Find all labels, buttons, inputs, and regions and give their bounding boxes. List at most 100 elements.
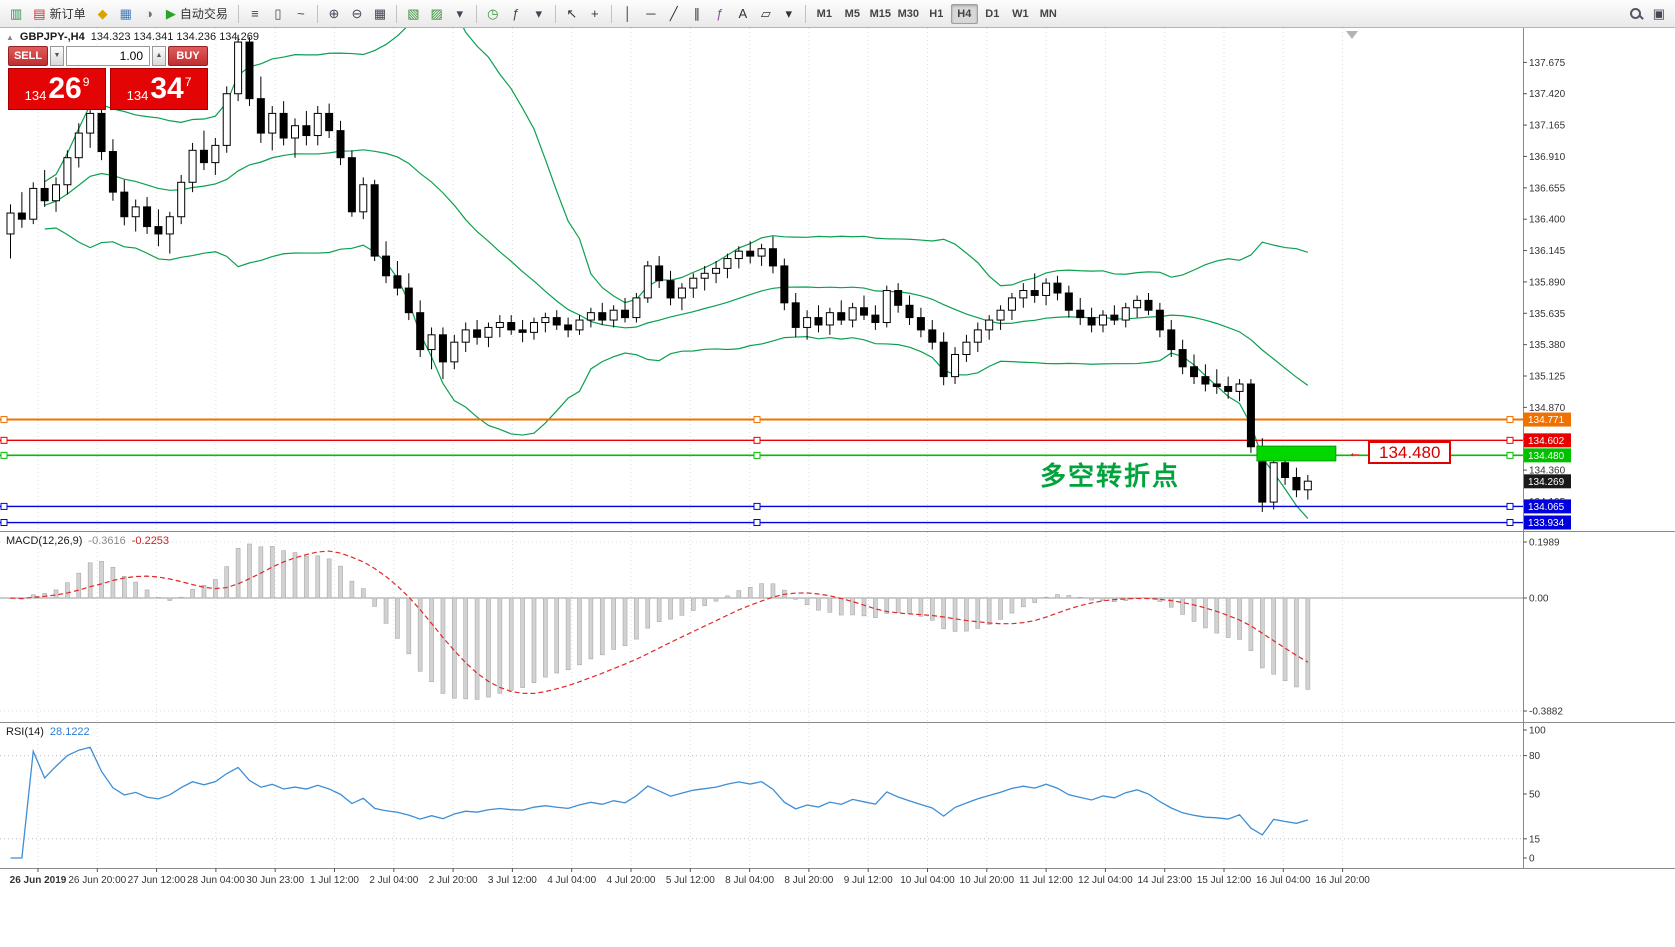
app-icon: ▥ [10, 6, 23, 21]
svg-text:8 Jul 20:00: 8 Jul 20:00 [784, 875, 833, 886]
volume-input[interactable] [66, 46, 150, 66]
vertical-line-button[interactable]: │ [617, 3, 639, 25]
crosshair-button[interactable]: + [584, 3, 606, 25]
timeframe-m30-button[interactable]: M30 [897, 7, 920, 20]
svg-text:-0.3882: -0.3882 [1529, 707, 1563, 718]
svg-text:134.771: 134.771 [1528, 415, 1565, 426]
svg-text:136.910: 136.910 [1529, 152, 1566, 163]
sell-price-box[interactable]: 134 26 9 [8, 68, 106, 110]
volume-increase-button[interactable]: ▲ [152, 46, 166, 66]
timeframe-h1-button[interactable]: H1 [929, 7, 944, 20]
auto-scroll-button[interactable]: ▧ [402, 3, 424, 25]
trendline-button[interactable]: ╱ [663, 3, 685, 25]
label-button[interactable]: ▱ [755, 3, 777, 25]
svg-text:30 Jun 23:00: 30 Jun 23:00 [246, 875, 304, 886]
bar-chart-button[interactable]: ≡ [244, 3, 266, 25]
buy-price-prefix: 134 [126, 87, 149, 103]
svg-text:12 Jul 04:00: 12 Jul 04:00 [1078, 875, 1133, 886]
objects-dropdown[interactable]: ▾ [528, 3, 550, 25]
horizontal-line-icon: ─ [646, 6, 656, 21]
indicators-dropdown[interactable]: ƒ [505, 3, 527, 25]
shapes-dropdown[interactable]: ▾ [778, 3, 800, 25]
chart-profiles-button[interactable]: ◆ [92, 3, 114, 25]
svg-text:135.125: 135.125 [1529, 372, 1566, 383]
chart-ohlc-values: 134.323 134.341 134.236 134.269 [90, 31, 259, 43]
svg-text:137.675: 137.675 [1529, 58, 1566, 69]
period-dropdown[interactable]: ◷ [482, 3, 504, 25]
fibonacci-button[interactable]: ƒ [709, 3, 731, 25]
sell-button[interactable]: SELL [8, 46, 48, 66]
timeframe-m15-button[interactable]: M15 [869, 7, 892, 20]
autotrading-button[interactable]: ▶ 自动交易 [161, 3, 233, 25]
data-window-button[interactable]: ◑ [138, 3, 160, 25]
new-order-button[interactable]: ▤ 新订单 [28, 3, 90, 25]
text-button[interactable]: A [732, 3, 754, 25]
svg-text:136.400: 136.400 [1529, 215, 1566, 226]
timeframe-mn-button[interactable]: MN [1039, 7, 1057, 20]
text-icon: A [738, 6, 748, 21]
chart-header: ▲ GBPJPY-,H4 134.323 134.341 134.236 134… [6, 31, 259, 43]
timeframe-h4-button[interactable]: H4 [950, 3, 978, 24]
vertical-line-icon: │ [623, 6, 632, 21]
svg-text:1 Jul 12:00: 1 Jul 12:00 [310, 875, 359, 886]
sell-price-sup: 9 [82, 75, 90, 89]
price-callout-label[interactable]: 134.480 [1368, 441, 1452, 464]
zoom-in-button[interactable]: ⊕ [323, 3, 345, 25]
channel-icon: ∥ [693, 6, 701, 21]
svg-text:133.934: 133.934 [1528, 518, 1565, 529]
templates-dropdown[interactable]: ▾ [449, 3, 471, 25]
zoom-out-button[interactable]: ⊖ [346, 3, 368, 25]
search-button[interactable] [1625, 3, 1647, 25]
svg-text:4 Jul 04:00: 4 Jul 04:00 [547, 875, 596, 886]
svg-text:136.655: 136.655 [1529, 183, 1566, 194]
svg-text:10 Jul 20:00: 10 Jul 20:00 [960, 875, 1015, 886]
templates-icon: ▾ [456, 6, 464, 21]
svg-text:135.380: 135.380 [1529, 340, 1566, 351]
tile-windows-icon: ▦ [373, 6, 387, 21]
svg-text:2 Jul 20:00: 2 Jul 20:00 [429, 875, 478, 886]
chart-shift-icon: ▨ [430, 6, 443, 21]
tile-windows-button[interactable]: ▦ [369, 3, 391, 25]
cursor-icon: ↖ [566, 6, 578, 21]
svg-text:16 Jul 04:00: 16 Jul 04:00 [1256, 875, 1311, 886]
autotrading-button-label: 自动交易 [179, 7, 228, 21]
data-window-icon: ◑ [144, 6, 153, 21]
svg-text:27 Jun 12:00: 27 Jun 12:00 [128, 875, 186, 886]
svg-text:15 Jul 12:00: 15 Jul 12:00 [1197, 875, 1252, 886]
svg-text:2 Jul 04:00: 2 Jul 04:00 [369, 875, 418, 886]
buy-button[interactable]: BUY [168, 46, 208, 66]
zoom-out-icon: ⊖ [351, 6, 363, 21]
timeframe-d1-button[interactable]: D1 [985, 7, 1000, 20]
chart-title: GBPJPY-,H4 [19, 31, 85, 43]
label-icon: ▱ [760, 6, 771, 21]
cursor-button[interactable]: ↖ [561, 3, 583, 25]
objects-icon: ▾ [535, 6, 543, 21]
highlight-rectangle[interactable] [1256, 445, 1337, 462]
turning-point-annotation: 多空转折点 [1040, 461, 1181, 491]
app-icon[interactable]: ▥ [5, 3, 27, 25]
buy-price-box[interactable]: 134 34 7 [110, 68, 208, 110]
toolbar-separator [396, 4, 398, 23]
candlestick-chart-icon: ▯ [274, 6, 282, 21]
channel-button[interactable]: ∥ [686, 3, 708, 25]
new-chart-button[interactable]: ▣ [1648, 3, 1670, 25]
volume-decrease-button[interactable]: ▼ [50, 46, 64, 66]
sell-price-big: 26 [48, 72, 82, 105]
market-watch-button[interactable]: ▦ [115, 3, 137, 25]
rsi-name: RSI(14) [6, 726, 44, 738]
macd-main-value: -0.3616 [88, 535, 126, 547]
horizontal-line-button[interactable]: ─ [640, 3, 662, 25]
line-chart-button[interactable]: ~ [290, 3, 312, 25]
svg-text:16 Jul 20:00: 16 Jul 20:00 [1315, 875, 1370, 886]
timeframe-m1-button[interactable]: M1 [816, 7, 832, 20]
svg-text:28 Jun 04:00: 28 Jun 04:00 [187, 875, 245, 886]
svg-text:11 Jul 12:00: 11 Jul 12:00 [1019, 875, 1073, 886]
timeframe-w1-button[interactable]: W1 [1012, 7, 1029, 20]
new-order-icon: ▤ [33, 6, 46, 21]
timeframe-m5-button[interactable]: M5 [844, 7, 860, 20]
candlestick-chart-button[interactable]: ▯ [267, 3, 289, 25]
chart-shift-button[interactable]: ▨ [426, 3, 448, 25]
chart-symbol-icon: ▲ [6, 32, 14, 42]
svg-text:50: 50 [1529, 790, 1541, 801]
